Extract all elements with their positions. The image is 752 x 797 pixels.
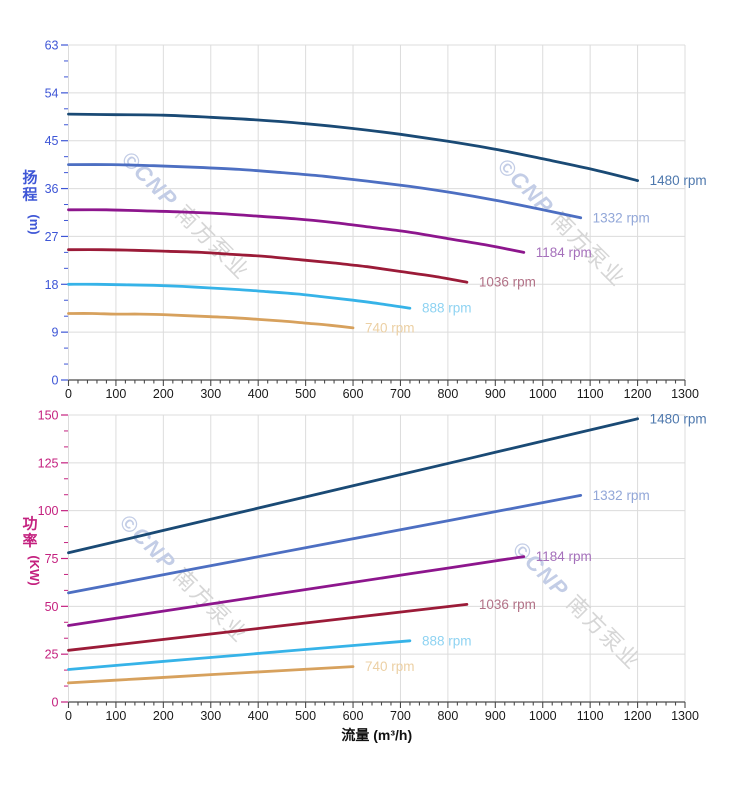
curve-740-rpm [67, 665, 355, 685]
y-tick-label: 54 [45, 86, 59, 100]
x-tick-label: 800 [437, 387, 458, 401]
curve-888-rpm [67, 282, 412, 310]
x-tick-label: 600 [343, 387, 364, 401]
x-tick-label: 1300 [671, 709, 699, 723]
x-tick-label: 400 [248, 709, 269, 723]
y-tick-label: 25 [45, 648, 59, 662]
curve-1184-rpm [67, 555, 526, 627]
x-tick-label: 1200 [624, 709, 652, 723]
x-tick-label: 200 [153, 387, 174, 401]
x-tick-label: 1100 [577, 709, 604, 723]
curve-label-1332-rpm: 1332 rpm [593, 488, 650, 503]
curve-label-740-rpm: 740 rpm [365, 320, 415, 335]
x-tick-label: 1100 [577, 387, 604, 401]
y-tick-label: 125 [38, 456, 59, 470]
x-tick-label: 500 [295, 709, 316, 723]
y-axis-labels: 0 25 50 75 100 125 150 [38, 409, 59, 710]
x-tick-label: 400 [248, 387, 269, 401]
curve-740-rpm [67, 312, 355, 330]
y-axis-labels: 0 9 18 27 36 45 54 63 [45, 39, 59, 388]
x-tick-label: 500 [295, 387, 316, 401]
x-tick-label: 1300 [671, 387, 699, 401]
y-axis-title-char: 程 [22, 187, 37, 204]
x-tick-label: 1000 [529, 709, 557, 723]
x-axis-ticks [67, 380, 686, 386]
x-tick-label: 900 [485, 387, 506, 401]
series-curves [67, 112, 639, 330]
x-tick-label: 700 [390, 387, 411, 401]
curve-1036-rpm [67, 603, 469, 652]
curve-label-1480-rpm: 1480 rpm [650, 173, 707, 188]
watermark: ©CNP 南方泵业 [115, 509, 253, 647]
y-axis-title: 功率 (KW) [22, 516, 42, 586]
y-axis-ticks [61, 414, 68, 703]
y-axis-title-char: 率 [22, 532, 37, 550]
y-axis-unit: (m) [27, 214, 42, 234]
x-tick-label: 100 [105, 709, 126, 723]
curve-label-1332-rpm: 1332 rpm [593, 210, 650, 225]
x-axis-title: 流量 (m³/h) [341, 727, 412, 743]
y-tick-label: 75 [45, 552, 59, 566]
x-tick-label: 1000 [529, 387, 557, 401]
x-tick-label: 900 [485, 709, 506, 723]
x-tick-label: 600 [343, 709, 364, 723]
curve-label-888-rpm: 888 rpm [422, 633, 472, 648]
y-axis-title-char: 功 [22, 516, 37, 533]
y-axis-title-char: 扬 [22, 169, 37, 187]
y-tick-label: 63 [45, 39, 59, 53]
curve-1184-rpm [67, 208, 526, 254]
x-axis-labels: 0 100 200 300 400 500 600 700 800 900 1000 1100 1200… [65, 387, 699, 401]
y-tick-label: 0 [52, 696, 59, 710]
curve-1036-rpm [67, 248, 469, 284]
curve-label-888-rpm: 888 rpm [422, 301, 472, 316]
y-axis-title: 扬程 (m) [22, 169, 42, 235]
y-tick-label: 9 [52, 326, 59, 340]
x-tick-label: 300 [200, 387, 221, 401]
curve-label-1036-rpm: 1036 rpm [479, 275, 536, 290]
y-axis-ticks [61, 44, 68, 381]
curve-label-1184-rpm: 1184 rpm [536, 245, 592, 260]
y-tick-label: 0 [52, 374, 59, 388]
x-axis-labels: 0 100 200 300 400 500 600 700 800 900 1000 1100 1200… [65, 709, 699, 723]
curve-label-1036-rpm: 1036 rpm [479, 597, 536, 612]
x-tick-label: 200 [153, 709, 174, 723]
y-axis-unit: (KW) [27, 555, 42, 585]
curve-label-1480-rpm: 1480 rpm [650, 411, 707, 426]
curve-1480-rpm [67, 112, 639, 182]
curve-label-1184-rpm: 1184 rpm [536, 549, 592, 564]
x-tick-label: 700 [390, 709, 411, 723]
y-tick-label: 27 [45, 230, 59, 244]
curve-1332-rpm [67, 494, 583, 595]
x-tick-label: 0 [65, 709, 72, 723]
series-curves [67, 417, 639, 685]
gridlines [68, 44, 686, 381]
y-tick-label: 36 [45, 182, 59, 196]
curve-1332-rpm [67, 163, 583, 220]
y-tick-label: 18 [45, 278, 59, 292]
x-tick-label: 1200 [624, 387, 652, 401]
curve-888-rpm [67, 639, 412, 671]
x-tick-label: 0 [65, 387, 72, 401]
y-tick-label: 100 [38, 504, 59, 518]
y-tick-label: 150 [38, 409, 59, 423]
curve-1480-rpm [67, 417, 639, 555]
y-tick-label: 45 [45, 134, 59, 148]
x-tick-label: 100 [105, 387, 126, 401]
x-tick-label: 800 [437, 709, 458, 723]
y-tick-label: 50 [45, 600, 59, 614]
x-tick-label: 300 [200, 709, 221, 723]
watermark-text: ©CNP 南方泵业 [115, 509, 253, 647]
x-axis-ticks [67, 702, 686, 708]
curve-label-740-rpm: 740 rpm [365, 659, 415, 674]
